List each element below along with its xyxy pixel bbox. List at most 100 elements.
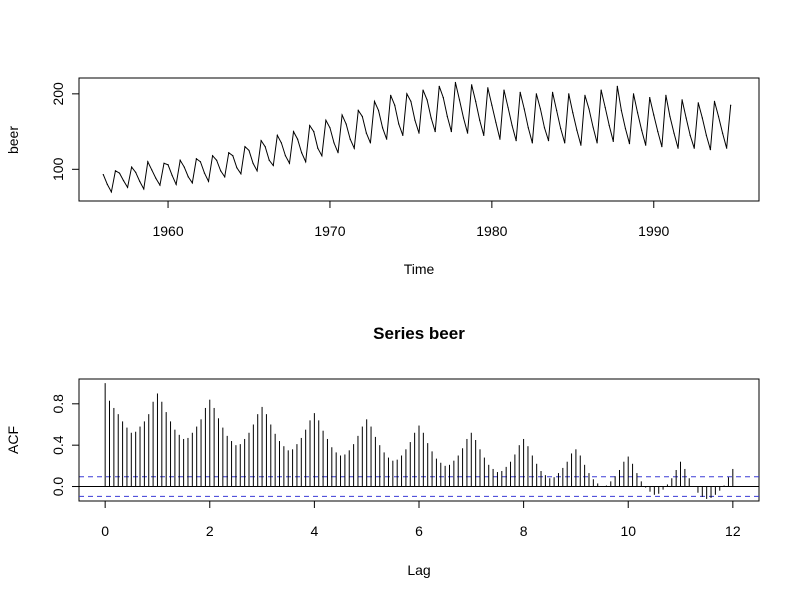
y-tick-label: 0.8 bbox=[50, 394, 66, 414]
data-point bbox=[280, 142, 282, 144]
data-point bbox=[705, 134, 707, 136]
y-axis-bottom: 0.0 0.4 0.8 bbox=[50, 394, 80, 497]
data-point bbox=[187, 176, 189, 178]
x-tick-label: 4 bbox=[310, 523, 318, 539]
data-point bbox=[228, 152, 230, 154]
data-point bbox=[207, 180, 210, 182]
data-point bbox=[466, 132, 469, 134]
data-point bbox=[588, 108, 590, 110]
data-point bbox=[564, 142, 566, 144]
data-point bbox=[551, 91, 554, 93]
data-point bbox=[645, 144, 647, 146]
data-point bbox=[673, 132, 675, 134]
data-point bbox=[147, 161, 149, 163]
data-point bbox=[325, 119, 327, 121]
data-point bbox=[381, 127, 384, 129]
data-point bbox=[155, 177, 157, 179]
data-point bbox=[450, 130, 452, 133]
data-point bbox=[131, 166, 133, 168]
data-point bbox=[495, 121, 497, 124]
data-point bbox=[632, 93, 635, 95]
data-point bbox=[717, 115, 720, 118]
data-point bbox=[584, 94, 586, 96]
data-point bbox=[333, 142, 335, 144]
data-point bbox=[442, 97, 444, 99]
data-point bbox=[313, 130, 315, 133]
data-point bbox=[568, 93, 570, 95]
data-point bbox=[139, 180, 141, 182]
data-point bbox=[693, 147, 695, 149]
acf-bars bbox=[104, 383, 734, 499]
data-point bbox=[487, 87, 489, 89]
y-axis-label-bottom: ACF bbox=[5, 426, 21, 454]
data-point bbox=[458, 99, 461, 101]
data-point bbox=[365, 132, 367, 134]
data-point bbox=[151, 169, 153, 171]
data-point bbox=[402, 134, 404, 136]
x-axis-top: 1960 1970 1980 1990 bbox=[152, 200, 670, 239]
data-point bbox=[608, 124, 610, 127]
data-point bbox=[191, 182, 193, 184]
data-point bbox=[539, 108, 542, 110]
acf-panel: Series beer 0 2 4 6 8 10 12 0.0 0.4 0.8 Lag ACF bbox=[5, 324, 760, 578]
data-point bbox=[224, 176, 226, 178]
data-point bbox=[685, 117, 687, 119]
data-point bbox=[641, 129, 643, 131]
data-point bbox=[386, 138, 388, 140]
data-point bbox=[317, 147, 319, 149]
data-point bbox=[135, 171, 137, 173]
data-point bbox=[438, 85, 440, 87]
data-point bbox=[454, 81, 457, 84]
data-point bbox=[126, 186, 129, 189]
data-point bbox=[661, 146, 663, 148]
data-point bbox=[284, 155, 287, 157]
data-point bbox=[106, 183, 108, 185]
beer-time-series-panel: 1960 1970 1980 1990 100 200 Time beer bbox=[5, 77, 760, 277]
y-tick-label: 100 bbox=[50, 157, 66, 181]
data-point bbox=[556, 109, 558, 112]
x-tick-label: 1990 bbox=[638, 223, 669, 239]
data-point bbox=[329, 127, 331, 129]
data-point bbox=[726, 147, 728, 149]
data-point bbox=[547, 140, 550, 142]
data-point bbox=[503, 89, 505, 91]
data-point bbox=[543, 127, 546, 129]
beer-series-points bbox=[102, 81, 732, 193]
data-point bbox=[361, 115, 363, 118]
data-point bbox=[479, 119, 481, 121]
data-point bbox=[535, 93, 537, 95]
data-point bbox=[220, 170, 222, 172]
y-tick-label: 0.0 bbox=[50, 477, 66, 497]
data-point bbox=[122, 180, 125, 182]
x-tick-label: 8 bbox=[520, 523, 528, 539]
data-point bbox=[531, 142, 533, 144]
data-point bbox=[272, 164, 274, 167]
data-point bbox=[507, 106, 509, 109]
data-point bbox=[616, 85, 618, 87]
data-point bbox=[244, 146, 246, 148]
data-point bbox=[596, 142, 598, 144]
data-point bbox=[523, 108, 525, 110]
data-point bbox=[195, 158, 197, 160]
data-point bbox=[657, 130, 659, 133]
data-point bbox=[118, 172, 121, 174]
data-point bbox=[114, 170, 117, 172]
data-point bbox=[268, 159, 270, 161]
data-point bbox=[337, 152, 339, 154]
data-point bbox=[576, 129, 578, 131]
data-point bbox=[276, 134, 278, 136]
data-point bbox=[203, 172, 206, 174]
data-point bbox=[653, 114, 655, 116]
data-point bbox=[483, 134, 485, 136]
y-axis-top: 100 200 bbox=[50, 82, 80, 181]
data-point bbox=[171, 174, 173, 176]
beer-series-line bbox=[102, 82, 732, 194]
data-point bbox=[357, 109, 359, 112]
data-point bbox=[252, 162, 254, 164]
data-point bbox=[669, 115, 671, 118]
data-point bbox=[305, 161, 307, 163]
data-point bbox=[292, 130, 295, 133]
data-point bbox=[434, 130, 436, 133]
x-tick-label: 6 bbox=[415, 523, 423, 539]
